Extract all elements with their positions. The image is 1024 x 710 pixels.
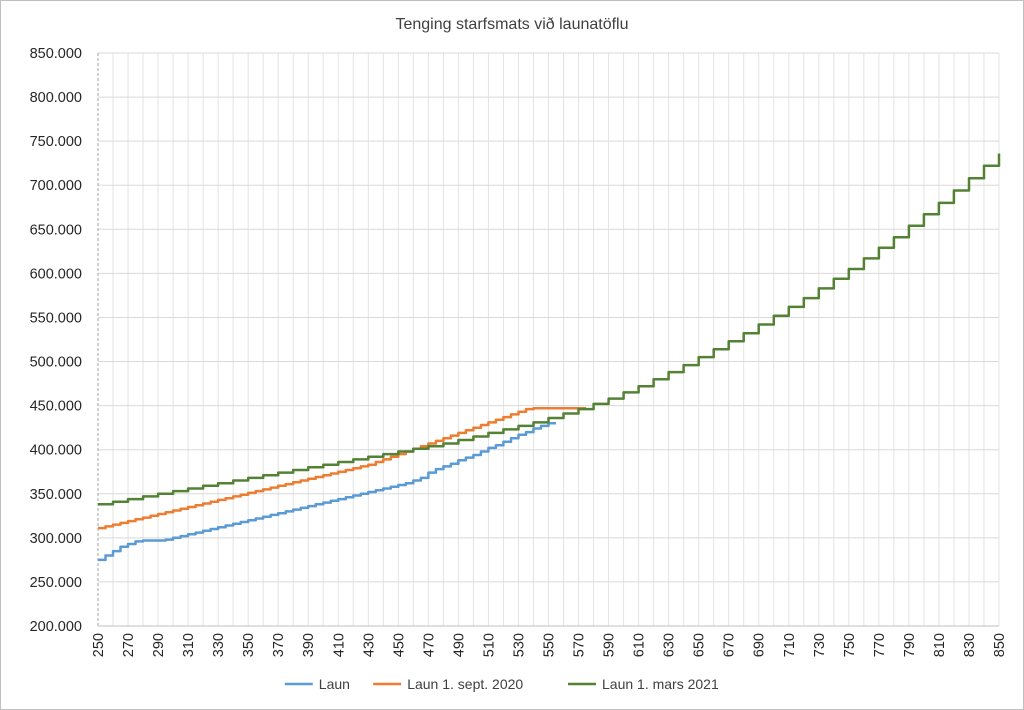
x-tick-label: 510 <box>481 633 497 657</box>
y-tick-label: 500.000 <box>30 355 82 371</box>
x-tick-label: 650 <box>692 633 708 657</box>
x-tick-label: 670 <box>722 633 738 657</box>
y-tick-label: 550.000 <box>30 310 82 326</box>
x-tick-label: 750 <box>842 633 858 657</box>
y-tick-label: 750.000 <box>30 134 82 150</box>
x-tick-label: 350 <box>241 633 257 657</box>
x-tick-label: 810 <box>932 633 948 657</box>
y-tick-label: 800.000 <box>30 90 82 106</box>
x-tick-label: 770 <box>872 633 888 657</box>
x-tick-label: 290 <box>151 633 167 657</box>
series-lines <box>98 153 1001 562</box>
x-tick-label: 470 <box>421 633 437 657</box>
x-tick-label: 630 <box>662 633 678 657</box>
x-tick-label: 690 <box>752 633 768 657</box>
y-tick-label: 300.000 <box>30 531 82 547</box>
series-line-2 <box>98 407 586 530</box>
chart-title: Tenging starfsmats við launatöflu <box>395 16 628 33</box>
series-line-1 <box>98 421 556 562</box>
y-tick-label: 850.000 <box>30 46 82 62</box>
x-tick-label: 370 <box>271 633 287 657</box>
x-tick-label: 790 <box>902 633 918 657</box>
x-tick-label: 450 <box>391 633 407 657</box>
series-line-3 <box>98 153 1001 506</box>
x-tick-label: 270 <box>121 633 137 657</box>
x-tick-label: 850 <box>992 633 1008 657</box>
y-tick-label: 200.000 <box>30 619 82 635</box>
x-tick-label: 330 <box>211 633 227 657</box>
y-tick-label: 350.000 <box>30 487 82 503</box>
x-tick-label: 610 <box>632 633 648 657</box>
legend: Laun Laun 1. sept. 2020 Laun 1. mars 2021 <box>284 676 719 692</box>
x-tick-label: 250 <box>91 633 107 657</box>
y-tick-label: 650.000 <box>30 222 82 238</box>
x-tick-label: 570 <box>572 633 588 657</box>
gridlines <box>98 52 1000 627</box>
x-tick-label: 410 <box>331 633 347 657</box>
x-tick-label: 390 <box>301 633 317 657</box>
x-tick-label: 830 <box>962 633 978 657</box>
y-tick-label: 700.000 <box>30 178 82 194</box>
legend-label: Laun 1. sept. 2020 <box>407 676 523 692</box>
x-tick-label: 530 <box>511 633 527 657</box>
axes: 200.000 250.000 300.000 350.000 400.000 450.0… <box>30 46 1008 657</box>
x-tick-label: 310 <box>181 633 197 657</box>
x-tick-label: 490 <box>451 633 467 657</box>
x-tick-label: 430 <box>361 633 377 657</box>
y-tick-label: 400.000 <box>30 443 82 459</box>
x-tick-label: 590 <box>602 633 618 657</box>
x-tick-label: 710 <box>782 633 798 657</box>
legend-label: Laun 1. mars 2021 <box>602 676 719 692</box>
y-tick-label: 250.000 <box>30 575 82 591</box>
legend-label: Laun <box>319 676 350 692</box>
x-tick-label: 730 <box>812 633 828 657</box>
y-tick-label: 450.000 <box>30 399 82 415</box>
y-tick-label: 600.000 <box>30 266 82 282</box>
x-tick-label: 550 <box>542 633 558 657</box>
